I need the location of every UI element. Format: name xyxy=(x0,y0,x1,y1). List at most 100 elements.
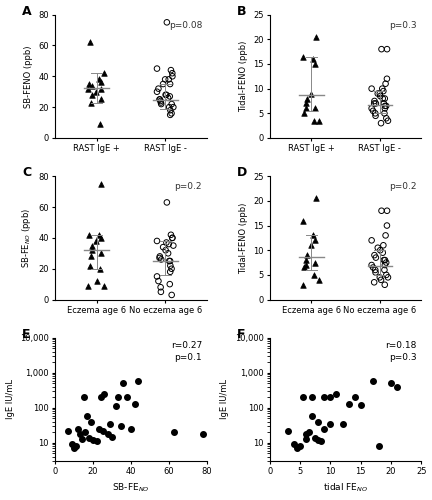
Point xyxy=(163,18,170,26)
Point xyxy=(157,97,164,105)
Point xyxy=(370,107,377,115)
Text: C: C xyxy=(22,166,31,179)
Point xyxy=(375,442,382,450)
Point xyxy=(308,242,314,250)
Point xyxy=(155,84,162,92)
Point xyxy=(85,80,92,88)
Point xyxy=(381,256,388,264)
Point xyxy=(156,254,163,262)
Point xyxy=(384,222,391,230)
Point xyxy=(312,236,319,244)
Point xyxy=(372,112,379,120)
Point xyxy=(97,394,104,402)
Point xyxy=(376,90,383,98)
Point xyxy=(378,119,384,127)
Point xyxy=(380,242,387,250)
Point xyxy=(85,282,92,290)
Point xyxy=(199,430,206,438)
Point xyxy=(171,428,178,436)
Point xyxy=(300,394,307,402)
Point xyxy=(93,237,100,245)
Point xyxy=(157,283,164,291)
Point xyxy=(101,69,108,77)
Point xyxy=(381,256,388,264)
Point xyxy=(153,272,160,280)
Point xyxy=(86,38,93,46)
Y-axis label: Tidal-FENO (ppb): Tidal-FENO (ppb) xyxy=(238,40,248,112)
Point xyxy=(381,261,388,269)
Point xyxy=(368,261,375,269)
Point xyxy=(351,394,358,402)
Point xyxy=(107,420,114,428)
Point xyxy=(312,434,319,442)
X-axis label: tidal FE$_{NO}$: tidal FE$_{NO}$ xyxy=(323,482,368,494)
Point xyxy=(303,256,310,264)
Point xyxy=(95,425,102,433)
Point xyxy=(166,280,173,288)
Point xyxy=(153,237,160,245)
Point xyxy=(369,376,376,384)
Point xyxy=(168,231,175,239)
Point xyxy=(169,72,176,80)
Point xyxy=(162,246,169,254)
Point xyxy=(120,380,127,388)
Point xyxy=(381,266,388,274)
Point xyxy=(357,401,364,409)
Point xyxy=(388,380,394,388)
Point xyxy=(315,276,322,284)
Point xyxy=(394,382,400,390)
Point xyxy=(377,92,384,100)
Point xyxy=(93,438,100,446)
Point xyxy=(315,436,322,444)
Point xyxy=(368,104,375,112)
Point xyxy=(89,91,95,99)
Point xyxy=(379,94,386,102)
Point xyxy=(65,427,72,435)
Point xyxy=(168,66,175,74)
Point xyxy=(380,87,387,95)
Y-axis label: IgE IU/mL: IgE IU/mL xyxy=(220,380,229,420)
Text: A: A xyxy=(22,4,32,18)
Point xyxy=(76,430,83,438)
Point xyxy=(167,257,174,265)
Text: r=0.18
p=0.3: r=0.18 p=0.3 xyxy=(385,342,416,362)
Point xyxy=(381,94,388,102)
Point xyxy=(368,84,375,92)
Point xyxy=(93,277,100,285)
Y-axis label: SB-FENO (ppb): SB-FENO (ppb) xyxy=(24,45,33,108)
Point xyxy=(303,435,310,443)
Point xyxy=(303,94,310,102)
Point xyxy=(168,264,175,272)
Point xyxy=(327,420,334,428)
Point xyxy=(165,250,172,258)
Point xyxy=(303,430,310,438)
Point xyxy=(85,84,92,92)
Point xyxy=(315,418,322,426)
Point xyxy=(301,110,308,118)
Point xyxy=(300,216,307,224)
Point xyxy=(112,402,119,410)
Point xyxy=(310,55,317,63)
Point xyxy=(382,232,389,239)
Point xyxy=(309,394,316,402)
Text: B: B xyxy=(237,4,246,18)
Point xyxy=(158,256,165,264)
Point xyxy=(71,444,78,452)
Point xyxy=(374,244,381,252)
Point xyxy=(372,268,379,276)
Point xyxy=(88,82,95,90)
Point xyxy=(381,110,388,118)
Y-axis label: IgE IU/mL: IgE IU/mL xyxy=(6,380,15,420)
Point xyxy=(312,104,319,112)
Point xyxy=(166,257,173,265)
Point xyxy=(381,281,388,289)
Point xyxy=(97,78,104,86)
Point xyxy=(384,75,391,83)
Point xyxy=(131,400,138,408)
Point xyxy=(167,268,174,276)
Point xyxy=(339,420,346,428)
Point xyxy=(96,264,103,272)
Point xyxy=(302,104,309,112)
Point xyxy=(379,84,386,92)
Text: r=0.27
p=0.1: r=0.27 p=0.1 xyxy=(171,342,202,362)
